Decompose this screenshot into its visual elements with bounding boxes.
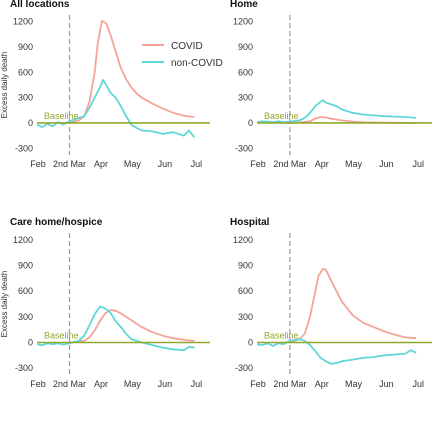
x-tick-label: Apr: [315, 159, 329, 169]
x-tick-label: Jun: [379, 379, 394, 389]
x-tick-label: Jun: [158, 159, 173, 169]
y-tick-label: 0: [248, 118, 253, 128]
y-tick-label: 1200: [233, 17, 253, 27]
covid-line: [69, 309, 195, 344]
baseline-label: Baseline: [264, 330, 299, 340]
y-tick-label: 900: [18, 42, 33, 52]
panel-3: Hospital -300 0 300 600 900 1200 Feb 2nd Mar Apr M…: [230, 217, 432, 389]
x-tick-label: Feb: [250, 379, 266, 389]
y-tick-label: -300: [235, 363, 253, 373]
panel-title: Home: [230, 0, 258, 10]
panel-title: Care home/hospice: [10, 217, 103, 228]
x-tick-label: May: [124, 159, 142, 169]
y-axis-label: Excess daily death: [0, 52, 9, 119]
x-tick-label: May: [345, 159, 363, 169]
non-covid-line: [256, 338, 417, 365]
y-tick-label: 900: [18, 261, 33, 271]
x-tick-label: Apr: [94, 379, 108, 389]
y-tick-label: 600: [18, 67, 33, 77]
x-tick-label: Apr: [94, 159, 108, 169]
y-tick-label: 0: [248, 337, 253, 347]
panel-title: All locations: [10, 0, 70, 10]
x-tick-label: Feb: [250, 159, 266, 169]
baseline-label: Baseline: [44, 330, 79, 340]
x-tick-label: Jul: [191, 159, 203, 169]
panel-0: All locations Excess daily death -300 0 300 6…: [0, 0, 223, 169]
y-axis-label: Excess daily death: [0, 271, 9, 338]
y-tick-label: 300: [18, 312, 33, 322]
panel-1: Home -300 0 300 600 900 1200 Feb 2nd Mar Apr May Ju…: [230, 0, 432, 169]
y-tick-label: 1200: [13, 235, 33, 245]
covid-line: [289, 116, 417, 124]
covid-line: [289, 268, 417, 344]
y-tick-label: 1200: [233, 235, 253, 245]
panel-2: Care home/hospice Excess daily death -300 0…: [0, 217, 210, 389]
legend-label-non-covid: non-COVID: [171, 58, 223, 69]
x-tick-label: 2nd Mar: [273, 159, 306, 169]
x-tick-label: May: [124, 379, 142, 389]
x-tick-label: Jul: [412, 159, 424, 169]
baseline-label: Baseline: [264, 111, 299, 121]
y-tick-label: -300: [235, 143, 253, 153]
covid-line: [69, 20, 195, 124]
x-tick-label: Apr: [315, 379, 329, 389]
y-tick-label: 600: [238, 67, 253, 77]
y-tick-label: 1200: [13, 17, 33, 27]
x-tick-label: 2nd Mar: [273, 379, 306, 389]
x-tick-label: Jun: [379, 159, 394, 169]
non-covid-line: [256, 99, 417, 123]
x-tick-label: Jul: [412, 379, 424, 389]
legend-label-covid: COVID: [171, 41, 203, 52]
x-tick-label: Feb: [30, 379, 46, 389]
y-tick-label: -300: [15, 363, 33, 373]
y-tick-label: 600: [18, 286, 33, 296]
x-tick-label: 2nd Mar: [53, 159, 86, 169]
x-tick-label: Feb: [30, 159, 46, 169]
y-tick-label: 300: [18, 93, 33, 103]
y-tick-label: 300: [238, 312, 253, 322]
x-tick-label: 2nd Mar: [53, 379, 86, 389]
y-tick-label: 900: [238, 42, 253, 52]
baseline-label: Baseline: [44, 111, 79, 121]
y-tick-label: 600: [238, 286, 253, 296]
non-covid-line: [36, 79, 196, 138]
y-tick-label: 0: [28, 337, 33, 347]
x-tick-label: Jun: [158, 379, 173, 389]
y-tick-label: 0: [28, 118, 33, 128]
y-tick-label: -300: [15, 143, 33, 153]
non-covid-line: [36, 305, 195, 352]
panel-title: Hospital: [230, 217, 270, 228]
x-tick-label: May: [345, 379, 363, 389]
y-tick-label: 900: [238, 261, 253, 271]
x-tick-label: Jul: [191, 379, 203, 389]
y-tick-label: 300: [238, 93, 253, 103]
